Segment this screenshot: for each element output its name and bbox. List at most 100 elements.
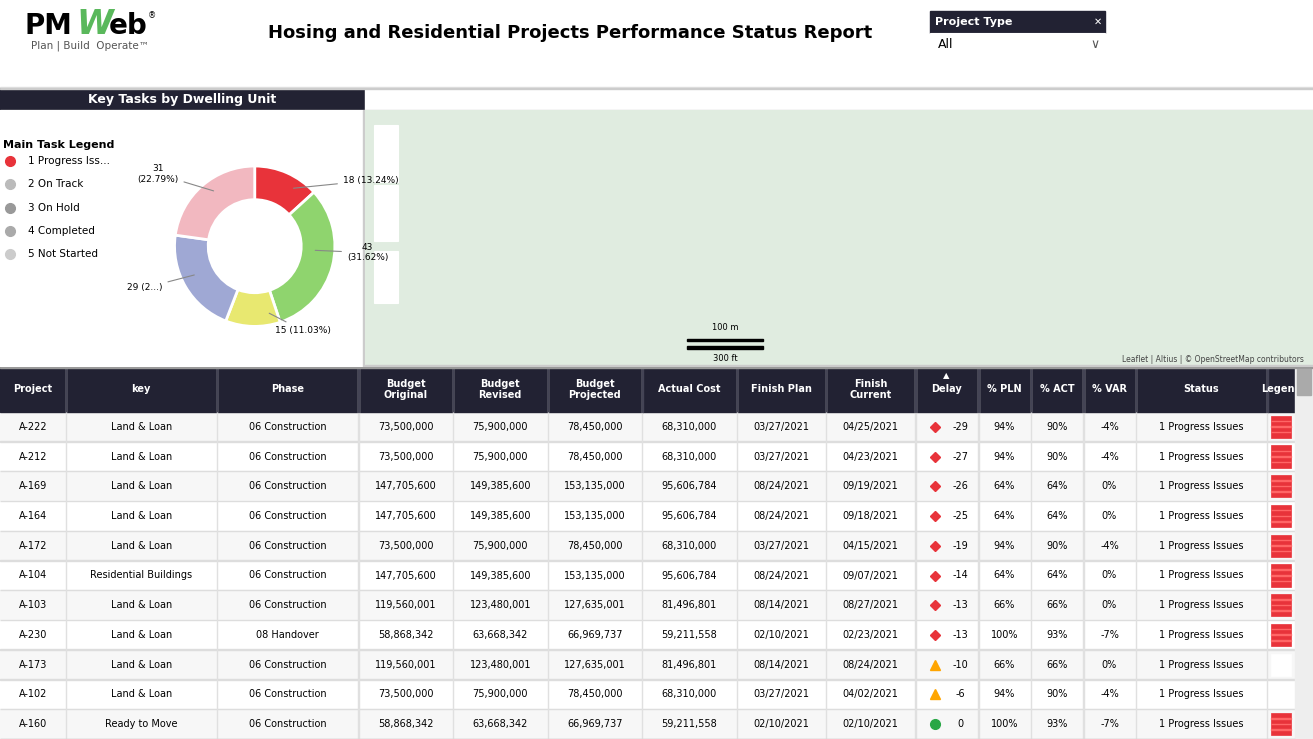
Text: % PLN: % PLN (987, 384, 1022, 395)
Text: 1 Progress Issues: 1 Progress Issues (1159, 571, 1243, 581)
Text: A-212: A-212 (18, 452, 47, 462)
Text: 153,135,000: 153,135,000 (565, 571, 625, 581)
Bar (1271, 565, 1291, 587)
Text: 149,385,600: 149,385,600 (470, 511, 530, 521)
Text: A-169: A-169 (18, 481, 47, 491)
Bar (66, 367, 217, 412)
Text: % ACT: % ACT (1040, 384, 1074, 395)
Text: 58,868,342: 58,868,342 (378, 719, 433, 729)
Text: 08/24/2021: 08/24/2021 (754, 571, 809, 581)
Text: 58,868,342: 58,868,342 (378, 630, 433, 640)
Text: All: All (937, 38, 953, 50)
Text: 123,480,001: 123,480,001 (470, 660, 530, 670)
Text: A-230: A-230 (18, 630, 47, 640)
Bar (1297, 369, 1310, 395)
Text: Delay: Delay (931, 384, 962, 395)
Text: Leaflet | Altius | © OpenStreetMap contributors: Leaflet | Altius | © OpenStreetMap contr… (1121, 355, 1304, 364)
Text: -19: -19 (953, 541, 969, 551)
Text: 1 Progress Issues: 1 Progress Issues (1159, 600, 1243, 610)
Text: Budget
Original: Budget Original (383, 378, 428, 401)
Text: 02/23/2021: 02/23/2021 (843, 630, 898, 640)
Text: 43
(31.62%): 43 (31.62%) (315, 243, 389, 262)
Bar (930, 33, 1106, 55)
Text: 63,668,342: 63,668,342 (473, 630, 528, 640)
Text: 06 Construction: 06 Construction (248, 719, 327, 729)
Text: key: key (131, 384, 151, 395)
Text: -13: -13 (953, 600, 969, 610)
Text: PM: PM (24, 12, 72, 40)
Text: 08 Handover: 08 Handover (256, 630, 319, 640)
Text: 09/19/2021: 09/19/2021 (843, 481, 898, 491)
Bar (1271, 684, 1291, 706)
Text: -26: -26 (953, 481, 969, 491)
Bar (826, 367, 915, 412)
Text: 0%: 0% (1102, 571, 1117, 581)
Bar (1271, 475, 1291, 497)
Text: 68,310,000: 68,310,000 (662, 689, 717, 699)
Text: 64%: 64% (1046, 511, 1067, 521)
Wedge shape (269, 192, 335, 322)
Wedge shape (176, 166, 255, 239)
Text: Land & Loan: Land & Loan (110, 660, 172, 670)
Text: 147,705,600: 147,705,600 (374, 511, 437, 521)
Text: 68,310,000: 68,310,000 (662, 452, 717, 462)
Bar (737, 367, 826, 412)
Bar (217, 367, 358, 412)
Text: 06 Construction: 06 Construction (248, 600, 327, 610)
Text: 59,211,558: 59,211,558 (662, 630, 717, 640)
Text: 100 m: 100 m (712, 323, 738, 333)
Text: eb: eb (109, 12, 148, 40)
Text: A-102: A-102 (18, 689, 47, 699)
Text: 06 Construction: 06 Construction (248, 571, 327, 581)
Text: 02/10/2021: 02/10/2021 (754, 630, 809, 640)
Bar (1271, 446, 1291, 468)
Text: 06 Construction: 06 Construction (248, 481, 327, 491)
Text: A-160: A-160 (18, 719, 47, 729)
Text: −: − (379, 204, 394, 222)
Bar (687, 338, 763, 341)
Text: 1 Progress Issues: 1 Progress Issues (1159, 689, 1243, 699)
Text: 31
(22.79%): 31 (22.79%) (138, 164, 214, 191)
Text: 03/27/2021: 03/27/2021 (754, 541, 809, 551)
Text: 90%: 90% (1046, 689, 1067, 699)
Text: 147,705,600: 147,705,600 (374, 481, 437, 491)
Text: -7%: -7% (1100, 719, 1119, 729)
Wedge shape (175, 235, 238, 321)
Text: 59,211,558: 59,211,558 (662, 719, 717, 729)
Text: 63,668,342: 63,668,342 (473, 719, 528, 729)
Text: A-104: A-104 (18, 571, 47, 581)
Text: Project Type: Project Type (935, 17, 1012, 27)
Text: Main Task Legend: Main Task Legend (4, 140, 114, 150)
Bar (1295, 367, 1313, 739)
Text: 78,450,000: 78,450,000 (567, 689, 622, 699)
Text: 300 ft: 300 ft (713, 354, 738, 363)
Text: 4 Completed: 4 Completed (28, 226, 95, 236)
Text: Land & Loan: Land & Loan (110, 452, 172, 462)
Text: 03/27/2021: 03/27/2021 (754, 689, 809, 699)
Text: 29 (2...): 29 (2...) (127, 275, 194, 293)
Text: 95,606,784: 95,606,784 (662, 571, 717, 581)
Text: 04/02/2021: 04/02/2021 (843, 689, 898, 699)
Text: 08/27/2021: 08/27/2021 (843, 600, 898, 610)
Text: 1 Progress Iss...: 1 Progress Iss... (28, 156, 110, 166)
Text: 5 Not Started: 5 Not Started (28, 250, 98, 259)
Text: 75,900,000: 75,900,000 (473, 541, 528, 551)
Bar (364, 110, 365, 367)
Text: 66%: 66% (994, 660, 1015, 670)
Bar (0, 412, 1295, 442)
Text: Actual Cost: Actual Cost (658, 384, 721, 395)
Text: Finish
Current: Finish Current (850, 378, 892, 401)
Bar (1271, 653, 1291, 676)
Text: 81,496,801: 81,496,801 (662, 600, 717, 610)
Text: 06 Construction: 06 Construction (248, 541, 327, 551)
Text: 09/07/2021: 09/07/2021 (843, 571, 898, 581)
Text: 66%: 66% (1046, 660, 1067, 670)
Bar (1136, 367, 1267, 412)
Text: 75,900,000: 75,900,000 (473, 689, 528, 699)
Text: 06 Construction: 06 Construction (248, 660, 327, 670)
Text: -14: -14 (953, 571, 969, 581)
Text: Finish Plan: Finish Plan (751, 384, 811, 395)
Text: Key Tasks by Dwelling Unit: Key Tasks by Dwelling Unit (88, 92, 276, 106)
Bar (0, 442, 1295, 471)
Bar (0, 680, 1295, 709)
